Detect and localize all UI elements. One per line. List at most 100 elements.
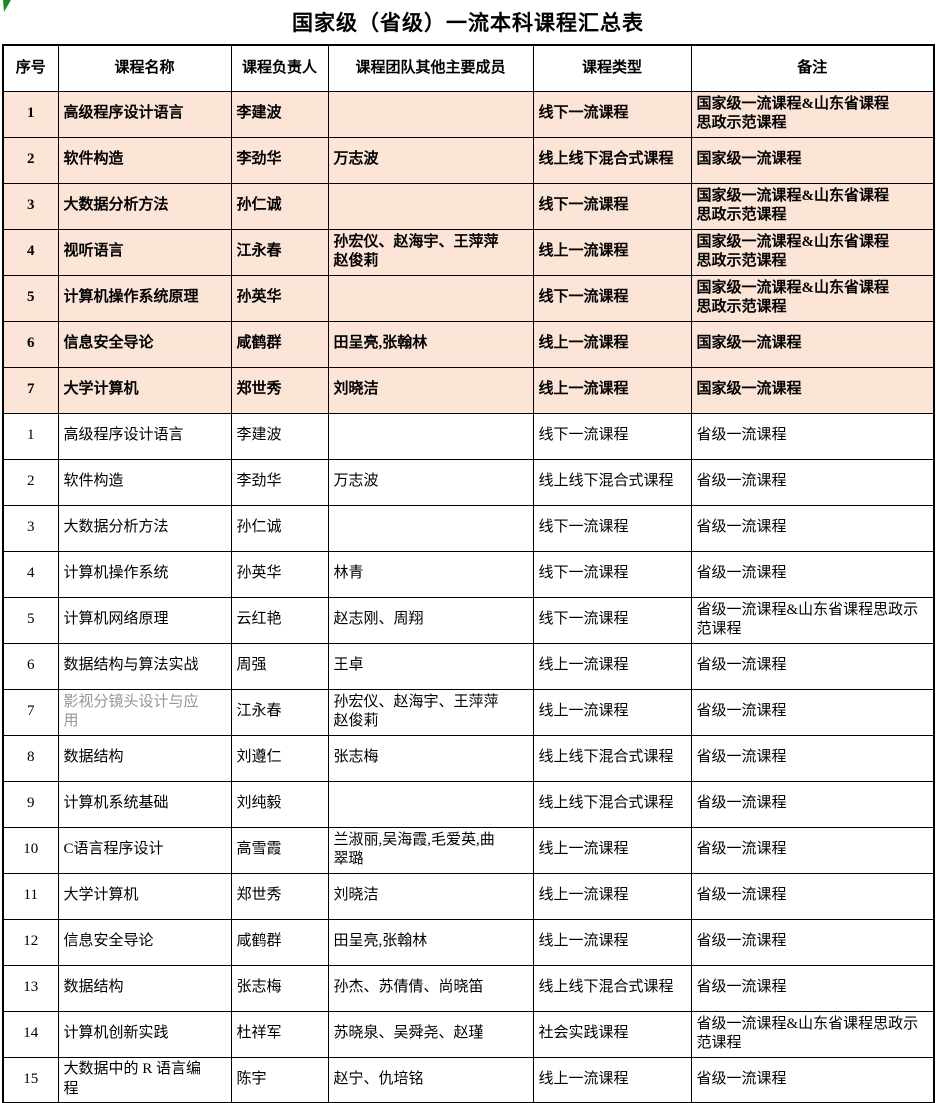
cell-type: 线下一流课程 xyxy=(532,274,692,322)
cell-remark: 省级一流课程 xyxy=(690,504,935,552)
cell-type: 线上线下混合式课程 xyxy=(532,964,692,1012)
cell-type: 线上一流课程 xyxy=(532,872,692,920)
cell-team xyxy=(327,182,534,230)
cell-remark: 省级一流课程 xyxy=(690,918,935,966)
cell-leader: 周强 xyxy=(230,642,329,690)
cell-leader: 杜祥军 xyxy=(230,1010,329,1058)
cell-remark: 国家级一流课程 xyxy=(690,136,935,184)
cell-remark: 省级一流课程 xyxy=(690,688,935,736)
cell-leader: 江永春 xyxy=(230,228,329,276)
table-row-provincial: 13 数据结构 张志梅 孙杰、苏倩倩、尚晓笛 线上线下混合式课程 省级一流课程 xyxy=(2,964,935,1012)
cell-remark: 省级一流课程 xyxy=(690,734,935,782)
cell-remark: 国家级一流课程&山东省课程 思政示范课程 xyxy=(690,274,935,322)
cell-team xyxy=(327,780,534,828)
col-header-course-name: 课程名称 xyxy=(57,44,232,92)
cell-leader: 张志梅 xyxy=(230,964,329,1012)
cell-leader: 孙仁诚 xyxy=(230,182,329,230)
cell-remark: 国家级一流课程 xyxy=(690,366,935,414)
cell-no: 3 xyxy=(2,504,59,552)
cell-name: 信息安全导论 xyxy=(57,320,232,368)
cell-type: 线下一流课程 xyxy=(532,504,692,552)
cell-name: 计算机操作系统 xyxy=(57,550,232,598)
cell-name: 影视分镜头设计与应 用 xyxy=(57,688,232,736)
cell-team: 孙杰、苏倩倩、尚晓笛 xyxy=(327,964,534,1012)
cell-team: 林青 xyxy=(327,550,534,598)
cell-leader: 咸鹤群 xyxy=(230,320,329,368)
cell-no: 10 xyxy=(2,826,59,874)
cell-no: 8 xyxy=(2,734,59,782)
cell-remark: 省级一流课程 xyxy=(690,642,935,690)
cell-team: 孙宏仪、赵海宇、王萍萍 赵俊莉 xyxy=(327,228,534,276)
cell-remark: 省级一流课程 xyxy=(690,1056,935,1103)
cell-leader: 郑世秀 xyxy=(230,872,329,920)
cell-name: 数据结构 xyxy=(57,964,232,1012)
cell-leader: 孙仁诚 xyxy=(230,504,329,552)
cell-type: 线上线下混合式课程 xyxy=(532,780,692,828)
table-row-provincial: 6 数据结构与算法实战 周强 王卓 线上一流课程 省级一流课程 xyxy=(2,642,935,690)
table-row-provincial: 8 数据结构 刘遵仁 张志梅 线上线下混合式课程 省级一流课程 xyxy=(2,734,935,782)
cell-type: 社会实践课程 xyxy=(532,1010,692,1058)
cell-remark: 省级一流课程&山东省课程思政示 范课程 xyxy=(690,1010,935,1058)
cell-leader: 高雪霞 xyxy=(230,826,329,874)
cell-leader: 咸鹤群 xyxy=(230,918,329,966)
cell-no: 13 xyxy=(2,964,59,1012)
table-row-provincial: 12 信息安全导论 咸鹤群 田呈亮,张翰林 线上一流课程 省级一流课程 xyxy=(2,918,935,966)
cell-leader: 江永春 xyxy=(230,688,329,736)
cell-leader: 孙英华 xyxy=(230,274,329,322)
cell-team: 王卓 xyxy=(327,642,534,690)
green-corner-leaf-icon xyxy=(3,0,11,12)
cell-team xyxy=(327,412,534,460)
cell-type: 线上一流课程 xyxy=(532,228,692,276)
cell-team: 孙宏仪、赵海宇、王萍萍 赵俊莉 xyxy=(327,688,534,736)
cell-remark: 省级一流课程 xyxy=(690,412,935,460)
table-row-provincial: 7 影视分镜头设计与应 用江永春 孙宏仪、赵海宇、王萍萍 赵俊莉 线上一流课程 省级一流… xyxy=(2,688,935,736)
cell-name: 软件构造 xyxy=(57,136,232,184)
cell-remark: 省级一流课程 xyxy=(690,964,935,1012)
cell-no: 2 xyxy=(2,136,59,184)
table-body: 1 高级程序设计语言 李建波 线下一流课程 国家级一流课程&山东省课程 思政示范课程 2 软… xyxy=(2,90,935,1103)
table-row-provincial: 4 计算机操作系统 孙英华 林青 线下一流课程 省级一流课程 xyxy=(2,550,935,598)
cell-remark: 国家级一流课程&山东省课程 思政示范课程 xyxy=(690,182,935,230)
cell-team xyxy=(327,90,534,138)
table-row-provincial: 9 计算机系统基础 刘纯毅 线上线下混合式课程 省级一流课程 xyxy=(2,780,935,828)
cell-no: 11 xyxy=(2,872,59,920)
cell-team: 田呈亮,张翰林 xyxy=(327,918,534,966)
cell-no: 1 xyxy=(2,412,59,460)
cell-type: 线下一流课程 xyxy=(532,550,692,598)
table-header: 序号 课程名称 课程负责人 课程团队其他主要成员 课程类型 备注 xyxy=(2,44,935,92)
cell-no: 1 xyxy=(2,90,59,138)
cell-remark: 省级一流课程 xyxy=(690,826,935,874)
cell-type: 线上一流课程 xyxy=(532,688,692,736)
cell-leader: 刘遵仁 xyxy=(230,734,329,782)
table-row-national: 2 软件构造 李劲华 万志波 线上线下混合式课程 国家级一流课程 xyxy=(2,136,935,184)
cell-name: 计算机系统基础 xyxy=(57,780,232,828)
cell-no: 5 xyxy=(2,596,59,644)
table-row-national: 1 高级程序设计语言 李建波 线下一流课程 国家级一流课程&山东省课程 思政示范课程 xyxy=(2,90,935,138)
cell-team: 兰淑丽,吴海霞,毛爱英,曲 翠璐 xyxy=(327,826,534,874)
cell-leader: 云红艳 xyxy=(230,596,329,644)
table-row-provincial: 1 高级程序设计语言 李建波 线下一流课程 省级一流课程 xyxy=(2,412,935,460)
corner-leaf-shape xyxy=(3,0,11,12)
cell-team: 刘晓洁 xyxy=(327,366,534,414)
table-row-national: 4 视听语言 江永春 孙宏仪、赵海宇、王萍萍 赵俊莉 线上一流课程 国家级一流课程&山东省… xyxy=(2,228,935,276)
cell-remark: 省级一流课程&山东省课程思政示 范课程 xyxy=(690,596,935,644)
cell-type: 线下一流课程 xyxy=(532,596,692,644)
cell-team xyxy=(327,274,534,322)
cell-name: 信息安全导论 xyxy=(57,918,232,966)
cell-team: 张志梅 xyxy=(327,734,534,782)
cell-team: 苏晓泉、吴舜尧、赵瑾 xyxy=(327,1010,534,1058)
col-header-remark: 备注 xyxy=(690,44,935,92)
cell-name: 大数据中的 R 语言编 程 xyxy=(57,1056,232,1103)
cell-type: 线上线下混合式课程 xyxy=(532,136,692,184)
cell-no: 6 xyxy=(2,642,59,690)
cell-type: 线上一流课程 xyxy=(532,642,692,690)
cell-type: 线上一流课程 xyxy=(532,1056,692,1103)
col-header-serial: 序号 xyxy=(2,44,59,92)
cell-name: 高级程序设计语言 xyxy=(57,412,232,460)
table-row-provincial: 2 软件构造 李劲华 万志波 线上线下混合式课程 省级一流课程 xyxy=(2,458,935,506)
cell-team: 赵志刚、周翔 xyxy=(327,596,534,644)
cell-type: 线上线下混合式课程 xyxy=(532,734,692,782)
cell-team: 万志波 xyxy=(327,458,534,506)
cell-no: 15 xyxy=(2,1056,59,1103)
cell-type: 线上一流课程 xyxy=(532,366,692,414)
